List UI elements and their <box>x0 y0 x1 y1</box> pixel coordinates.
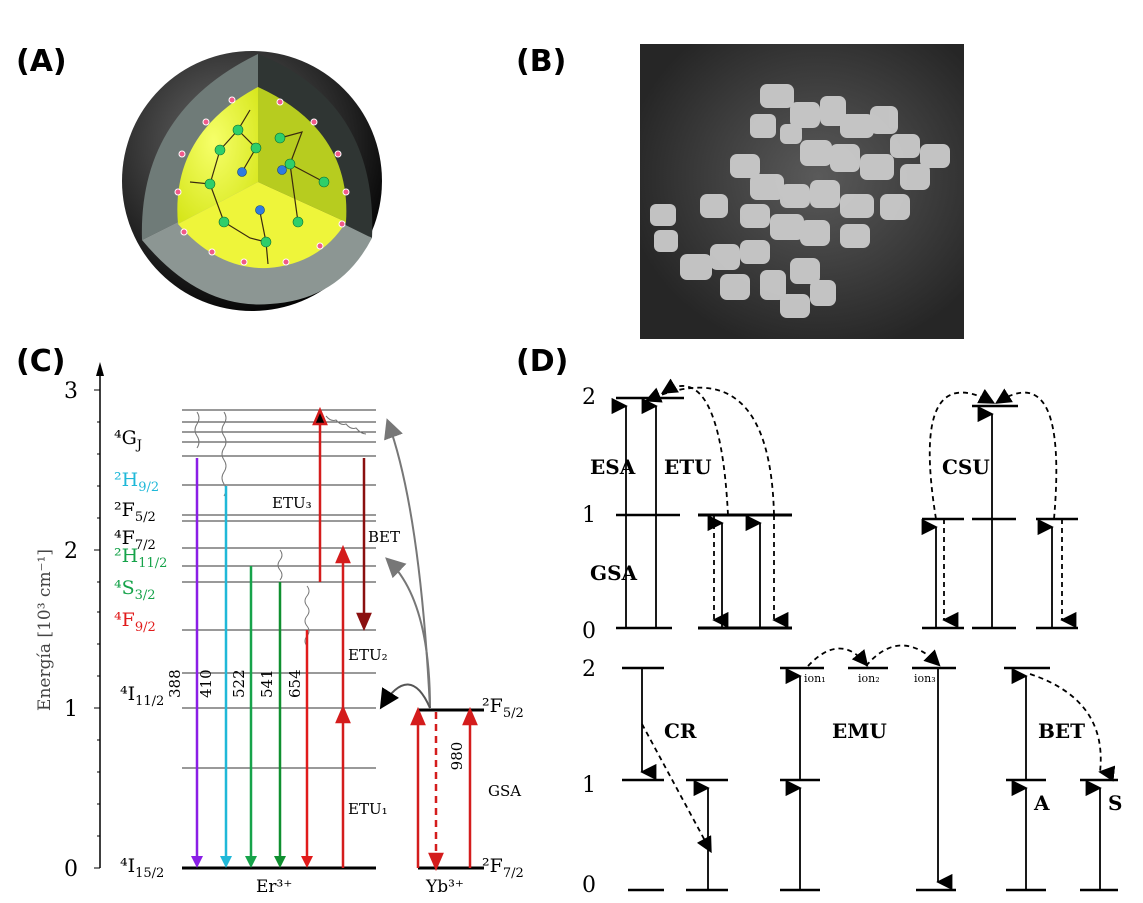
tem-micrograph <box>640 44 964 339</box>
level-4S3: ⁴S3/2 <box>114 577 156 603</box>
level-4F7: ⁴F7/2 <box>114 527 156 553</box>
d-tick-0-top: 0 <box>582 619 596 644</box>
level-4I15: ⁴I15/2 <box>120 855 164 881</box>
yb-980-label: 980 <box>448 742 466 771</box>
label-emu: EMU <box>832 719 887 743</box>
d-tick-1-top: 1 <box>582 503 596 528</box>
yb-absorption-arrows <box>410 706 478 872</box>
label-etu: ETU <box>664 455 712 479</box>
esa-gsa-arrows <box>611 397 762 628</box>
energy-axis: 0 1 2 3 Energía [10³ cm⁻¹] <box>35 362 104 882</box>
bet-labels: BET A S <box>1033 719 1122 815</box>
upconversion-mechanisms: 2 1 0 2 1 0 ESA ETU GS <box>582 378 1122 898</box>
wavelength-410: 410 <box>197 669 215 698</box>
ion2-label: ion₂ <box>858 672 880 685</box>
panel-label-d: (D) <box>516 344 569 379</box>
emission-wavelength-labels: 388 410 522 541 654 <box>166 669 304 698</box>
bet-arrows-d <box>1011 667 1116 890</box>
level-2F5: ²F5/2 <box>114 499 156 525</box>
level-4I11: ⁴I11/2 <box>120 683 164 709</box>
cr-levels <box>622 666 728 892</box>
emission-arrows <box>191 458 313 868</box>
label-csu: CSU <box>942 455 990 479</box>
label-esa: ESA <box>590 455 636 479</box>
yb-upper-label: ²F5/2 <box>482 695 524 721</box>
label-state-a: A <box>1033 791 1050 815</box>
emu-levels <box>780 666 956 892</box>
panel-label-c: (C) <box>16 344 66 379</box>
yb-ion-label: Yb³⁺ <box>425 877 464 897</box>
level-2H9: ²H9/2 <box>114 469 159 495</box>
level-4F9: ⁴F9/2 <box>114 609 156 635</box>
wavelength-388: 388 <box>166 669 184 698</box>
wavelength-522: 522 <box>230 669 248 698</box>
bet-arrow <box>356 458 372 632</box>
label-state-s: S <box>1108 791 1122 815</box>
panel-c-process-labels: ETU₃ BET ETU₂ ETU₁ GSA <box>272 494 521 818</box>
d-tick-2-top: 2 <box>582 385 596 410</box>
nanoparticle-illustration <box>122 51 382 311</box>
level-tick-labels: 2 1 0 2 1 0 <box>582 385 596 898</box>
label-etu2: ETU₂ <box>348 646 388 664</box>
y-axis-label: Energía [10³ cm⁻¹] <box>35 549 55 711</box>
panel-label-b: (B) <box>516 44 567 79</box>
ion3-label: ion₃ <box>914 672 936 685</box>
tem-particles <box>640 44 964 339</box>
d-tick-1-bottom: 1 <box>582 773 596 798</box>
label-etu1: ETU₁ <box>348 800 388 818</box>
emu-arrows <box>785 667 953 891</box>
emu-ion-labels: ion₁ ion₂ ion₃ <box>804 672 936 685</box>
label-etu3: ETU₃ <box>272 494 312 512</box>
label-gsa: GSA <box>488 782 521 800</box>
esa-etu-levels <box>616 396 792 630</box>
esa-etu-labels: ESA ETU GSA <box>590 455 712 585</box>
y-tick-1: 1 <box>64 697 78 722</box>
level-4GJ: ⁴GJ <box>114 427 142 453</box>
y-tick-0: 0 <box>64 857 78 882</box>
d-tick-2-bottom: 2 <box>582 657 596 682</box>
panel-label-a: (A) <box>16 44 67 79</box>
er-ion-label: Er³⁺ <box>256 877 292 897</box>
emu-dashed-arrows <box>807 644 941 667</box>
y-tick-2: 2 <box>64 539 78 564</box>
label-cr: CR <box>664 719 697 743</box>
cr-arrows <box>640 668 712 890</box>
etu-dashed-arrows <box>644 378 789 629</box>
level-2H11: ²H11/2 <box>114 545 167 571</box>
y-tick-3: 3 <box>64 379 78 404</box>
ion1-label: ion₁ <box>804 672 826 685</box>
er-level-labels: ⁴GJ ²H9/2 ²F5/2 ⁴F7/2 ²H11/2 ⁴S3/2 ⁴F9/2… <box>114 427 167 881</box>
yb-lower-label: ²F7/2 <box>482 855 524 881</box>
csu-dashed-arrows <box>928 388 1077 629</box>
etu-arrows <box>312 406 351 868</box>
csu-arrows <box>921 405 1054 628</box>
wavelength-654: 654 <box>286 669 304 698</box>
energy-level-diagram: 0 1 2 3 Energía [10³ cm⁻¹] ⁴GJ ²H9/2 ²F5… <box>35 362 524 897</box>
d-tick-0-bottom: 0 <box>582 873 596 898</box>
wavelength-541: 541 <box>258 669 276 698</box>
label-gsa-d: GSA <box>590 561 638 585</box>
label-bet: BET <box>368 528 400 546</box>
transfer-arrows <box>379 418 431 710</box>
label-bet-d: BET <box>1038 719 1085 743</box>
